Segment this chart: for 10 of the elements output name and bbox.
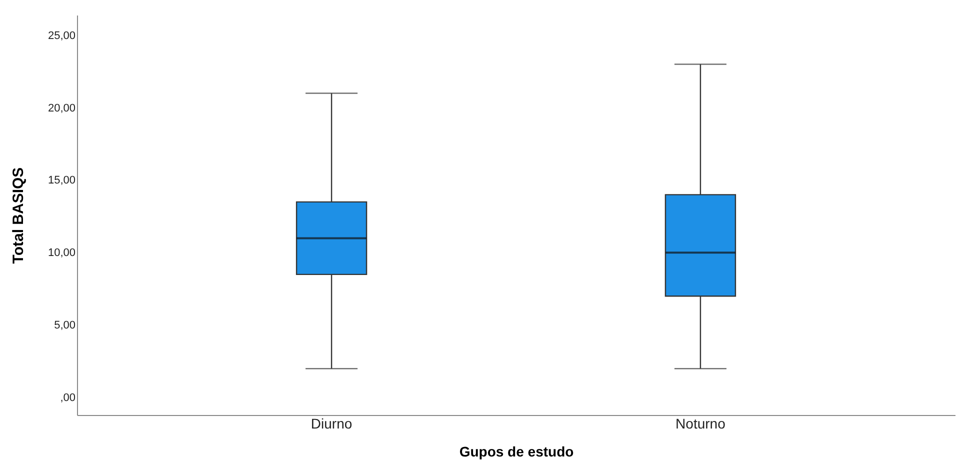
y-tick-label: ,00 <box>60 392 76 404</box>
x-tick-label: Noturno <box>676 416 726 432</box>
y-tick-label: 20,00 <box>48 102 76 114</box>
y-tick-label: 25,00 <box>48 30 76 42</box>
y-tick-label: 15,00 <box>48 174 76 187</box>
y-axis-title: Total BASIQS <box>10 167 27 264</box>
y-tick-label: 10,00 <box>48 247 76 260</box>
x-tick-label: Diurno <box>310 416 352 432</box>
y-tick-label: 5,00 <box>54 320 76 332</box>
x-axis-title: Gupos de estudo <box>459 444 574 460</box>
